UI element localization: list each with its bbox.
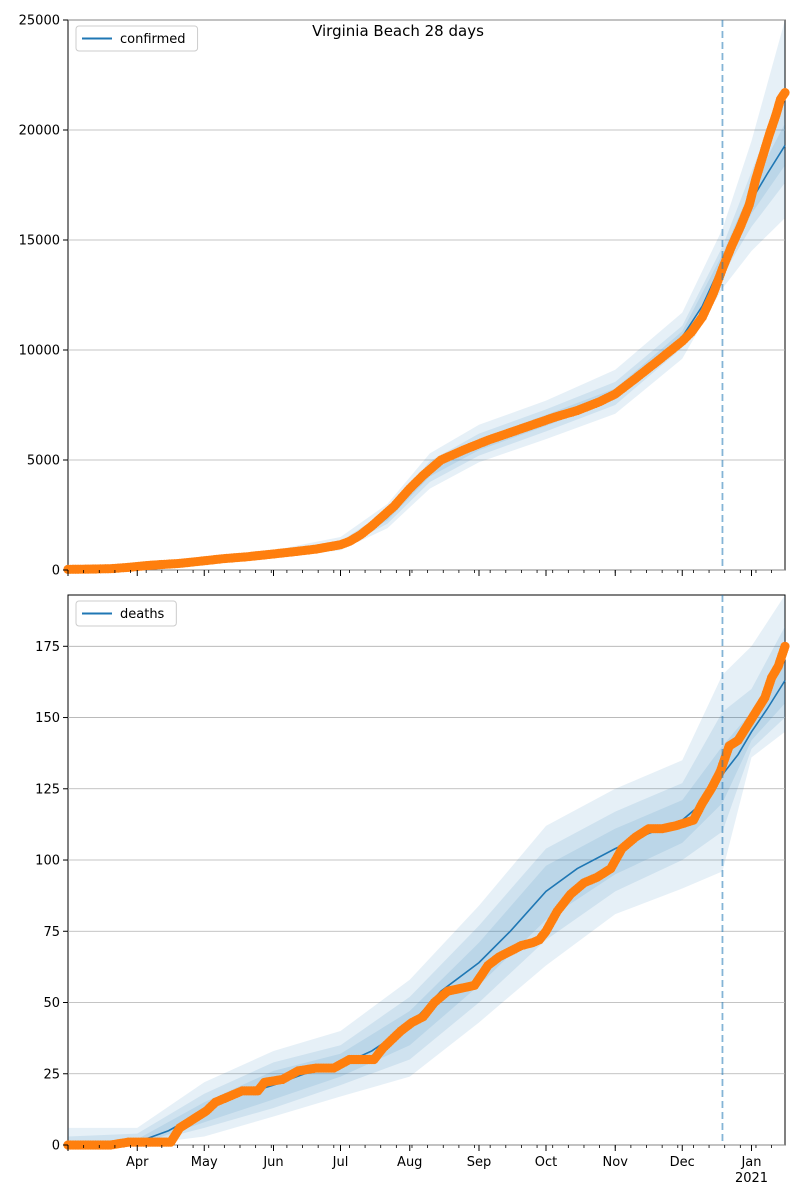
x-tick-label: Jan 2021 [735, 1155, 768, 1186]
y-tick-label: 25000 [19, 14, 60, 29]
legend-label: confirmed [120, 32, 186, 47]
observed-point [780, 641, 790, 651]
legend-box [75, 600, 177, 627]
confirmed-x-axis [67, 570, 772, 576]
confirmed-y-axis: 0 5000 10000 15000 20000 25000 [19, 14, 68, 579]
y-tick-label: 5000 [27, 454, 60, 469]
y-tick-label: 0 [52, 564, 60, 579]
x-tick-label: Jun [262, 1155, 283, 1170]
y-tick-label: 25 [43, 1067, 60, 1082]
x-tick-label: Oct [535, 1155, 557, 1170]
mid-band [68, 626, 785, 1145]
deaths-gridlines [68, 645, 785, 1146]
y-tick-label: 75 [43, 925, 60, 940]
x-tick-label: Nov [603, 1155, 629, 1170]
y-tick-label: 100 [35, 854, 60, 869]
x-tick-label: May [191, 1155, 218, 1170]
deaths-panel: 0 25 50 75 100 125 150 175 Apr May Jun Jul Aug Sep Oc… [35, 594, 790, 1186]
y-tick-label: 20000 [19, 124, 60, 139]
outer-band [68, 20, 785, 570]
confirmed-legend: confirmed [75, 25, 199, 52]
outer-band [68, 595, 785, 1145]
y-tick-label: 125 [35, 782, 60, 797]
legend-label: deaths [120, 607, 165, 622]
observed-point [780, 88, 790, 98]
x-tick-label: Apr [126, 1155, 149, 1170]
y-tick-label: 15000 [19, 234, 60, 249]
x-tick-label: Jul [332, 1155, 349, 1170]
y-tick-label: 50 [43, 996, 60, 1011]
deaths-uncertainty-bands [68, 595, 785, 1145]
y-tick-label: 175 [35, 640, 60, 655]
legend-box [75, 25, 199, 52]
y-tick-label: 10000 [19, 344, 60, 359]
x-tick-label: Dec [670, 1155, 695, 1170]
deaths-x-axis: Apr May Jun Jul Aug Sep Oct Nov Dec Jan 2021 [67, 1145, 772, 1186]
confirmed-gridlines [68, 19, 785, 571]
confirmed-panel: 0 5000 10000 15000 20000 25000 Virginia Beach… [19, 14, 790, 579]
deaths-legend: deaths [75, 600, 177, 627]
chart-title: Virginia Beach 28 days [312, 22, 484, 40]
x-tick-label: Sep [467, 1155, 492, 1170]
x-tick-label: Aug [397, 1155, 422, 1170]
deaths-y-axis: 0 25 50 75 100 125 150 175 [35, 640, 68, 1154]
y-tick-label: 0 [52, 1139, 60, 1154]
y-tick-label: 150 [35, 711, 60, 726]
deaths-observed-points [63, 641, 790, 1150]
confirmed-observed-points [63, 88, 790, 574]
